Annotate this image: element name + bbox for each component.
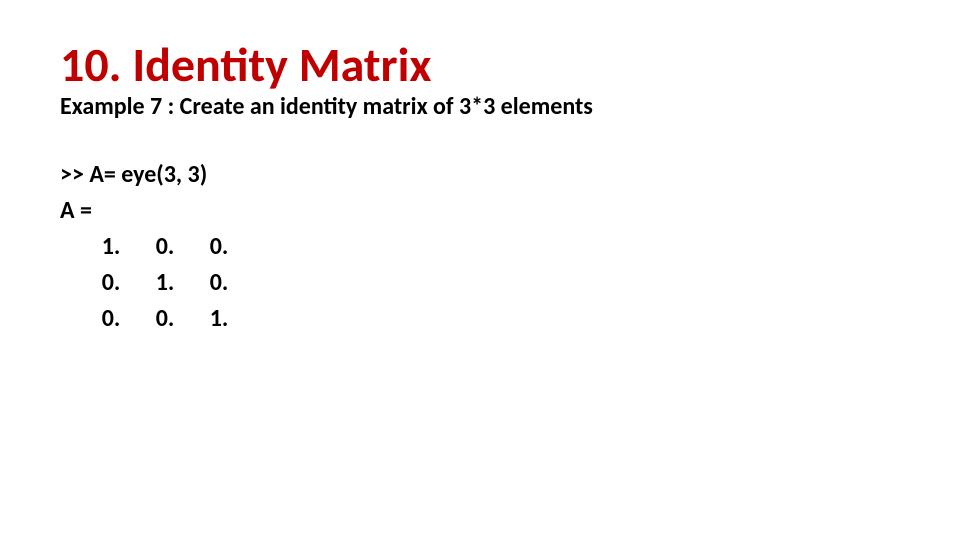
matrix-row: 0. 1. 0. <box>60 265 900 301</box>
matrix-cell: 0. <box>138 229 192 265</box>
matrix-cell: 0. <box>192 265 246 301</box>
matrix-cell: 1. <box>84 229 138 265</box>
matrix-indent <box>60 301 84 337</box>
matrix-row: 0. 0. 1. <box>60 301 900 337</box>
matrix-cell: 1. <box>192 301 246 337</box>
matrix-cell: 0. <box>138 301 192 337</box>
matrix-indent <box>60 265 84 301</box>
matrix-indent <box>60 229 84 265</box>
example-subtitle: Example 7 : Create an identity matrix of… <box>60 92 900 121</box>
code-block: >> A= eye(3, 3) A = 1. 0. 0. 0. 1. 0. 0.… <box>60 157 900 337</box>
matrix-cell: 0. <box>84 301 138 337</box>
matrix-cell: 0. <box>84 265 138 301</box>
matrix-cell: 1. <box>138 265 192 301</box>
slide: 10. Identity Matrix Example 7 : Create a… <box>0 0 960 540</box>
matrix-cell: 0. <box>192 229 246 265</box>
matrix-row: 1. 0. 0. <box>60 229 900 265</box>
code-result-label: A = <box>60 193 900 229</box>
slide-title: 10. Identity Matrix <box>60 40 900 90</box>
matrix-output: 1. 0. 0. 0. 1. 0. 0. 0. 1. <box>60 229 900 337</box>
code-command: >> A= eye(3, 3) <box>60 157 900 193</box>
